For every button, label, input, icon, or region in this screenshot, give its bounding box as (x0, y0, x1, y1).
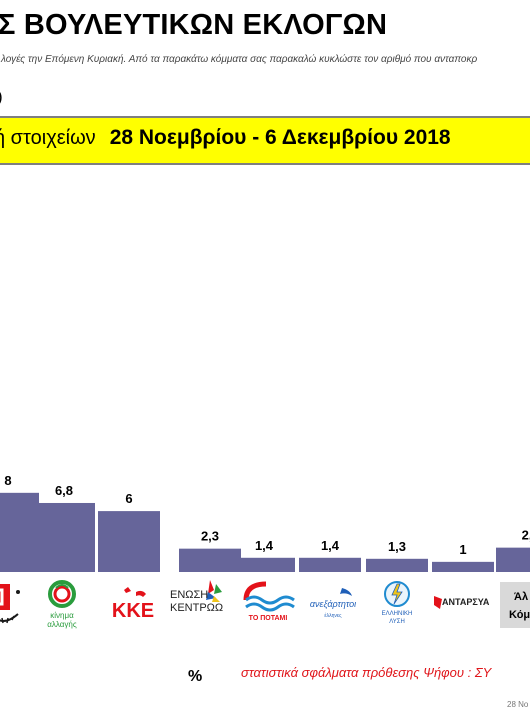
banner-lead-text: ή στοιχείων (0, 127, 96, 149)
antarsya-logo-icon: ΑΝΤΑΡΣΥΑ (432, 592, 494, 612)
bar-7 (432, 561, 494, 572)
other-party-line2: Κόμ (509, 609, 530, 621)
date-banner: ή στοιχείων 28 Νοεμβρίου - 6 Δεκεμβρίου 2… (0, 116, 530, 165)
antarsya-logo-text: ΑΝΤΑΡΣΥΑ (442, 597, 490, 607)
bar-1 (33, 502, 95, 572)
lysi-logo-line1: ΕΛΛΗΝΙΚΗ (382, 611, 413, 617)
footer-date: 28 Νο (507, 700, 529, 709)
nd-logo-icon (0, 582, 24, 628)
bar-value-label-6: 1,3 (388, 539, 406, 554)
anel-logo-line1: ανεξάρτητοι (310, 599, 356, 609)
anel-logo-icon: ανεξάρτητοι έλληνες (302, 586, 364, 622)
question-text: λογές την Επόμενη Κυριακή. Από τα παρακά… (1, 54, 478, 65)
page-title: Σ ΒΟΥΛΕΥΤΙΚΩΝ ΕΚΛΟΓΩΝ (0, 9, 388, 41)
banner-date-text: 28 Νοεμβρίου - 6 Δεκεμβρίου 2018 (109, 126, 451, 149)
kinal-logo-line2: αλλαγής (47, 620, 77, 629)
bar-4 (233, 557, 295, 572)
enosi-logo-line2: ΚΕΝΤΡΩΩΝ (170, 602, 224, 614)
bar-value-label-0: 8 (4, 473, 11, 488)
bar-value-label-1: 6,8 (55, 483, 73, 498)
elliniki-lysi-logo-icon: ΕΛΛΗΝΙΚΗ ΛΥΣΗ (374, 580, 420, 626)
anel-logo-line2: έλληνες (324, 612, 342, 619)
kke-logo-text: ΚΚΕ (112, 600, 154, 620)
bar-value-label-4: 1,4 (255, 538, 274, 553)
lysi-logo-line2: ΛΥΣΗ (389, 619, 405, 625)
vote-intention-bar-chart: 8 6,8 6 2,3 1,4 1,4 1,3 1 2, (0, 473, 530, 572)
bar-value-label-2: 6 (125, 491, 132, 506)
bar-6 (366, 558, 428, 572)
kinal-logo-line1: κίνημα (50, 611, 74, 620)
kke-logo-icon: ΚΚΕ (110, 586, 156, 622)
bar-value-label-5: 1,4 (321, 538, 340, 553)
bar-5 (299, 557, 361, 572)
enosi-kentroon-logo-icon: ΕΝΩΣΗ ΚΕΝΤΡΩΩΝ (166, 578, 231, 620)
percent-label: % (188, 668, 203, 685)
bar-0 (0, 492, 39, 572)
bar-value-label-8: 2, (522, 528, 530, 543)
kinal-logo-icon: κίνημα αλλαγής (39, 578, 85, 630)
other-party-box: Άλ Κόμ (500, 582, 530, 628)
enosi-logo-line1: ΕΝΩΣΗ (170, 589, 208, 601)
potami-logo-text: ΤΟ ΠΟΤΑΜΙ (249, 615, 288, 622)
statistical-error-note: στατιστικά σφάλματα πρόθεσης Ψήφου : ΣΥ (241, 665, 492, 680)
bar-value-label-3: 2,3 (201, 529, 219, 544)
bar-8 (496, 547, 530, 572)
bar-2 (98, 511, 160, 572)
bar-3 (179, 548, 241, 572)
bar-value-label-7: 1 (459, 542, 466, 557)
potami-logo-icon: ΤΟ ΠΟΤΑΜΙ (238, 580, 298, 622)
question-paren: ) (0, 87, 3, 107)
other-party-line1: Άλ (514, 591, 528, 603)
